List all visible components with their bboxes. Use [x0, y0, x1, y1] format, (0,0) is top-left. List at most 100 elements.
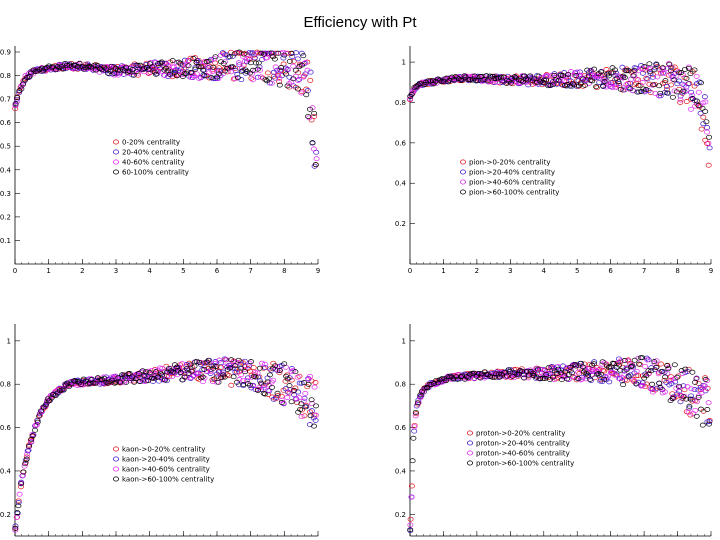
data-point	[612, 67, 618, 73]
data-point	[198, 64, 205, 70]
data-point	[294, 374, 301, 380]
data-point	[659, 65, 666, 71]
data-point	[265, 387, 272, 393]
data-point	[208, 75, 215, 81]
data-point	[244, 375, 251, 381]
data-point	[644, 76, 651, 82]
y-tick-label: 1	[402, 337, 406, 345]
y-tick-label: 0.9	[0, 49, 11, 57]
data-point	[168, 72, 175, 78]
data-point	[649, 381, 656, 387]
data-point	[238, 365, 244, 371]
data-point	[66, 384, 72, 390]
data-point	[74, 379, 81, 384]
data-point	[611, 372, 618, 378]
data-point	[45, 63, 52, 69]
data-point	[671, 64, 678, 70]
data-point	[126, 68, 133, 74]
data-point	[593, 84, 600, 90]
data-point	[284, 83, 291, 89]
data-point	[545, 365, 552, 371]
data-point	[311, 110, 318, 116]
data-point	[575, 376, 582, 382]
data-point	[695, 103, 702, 108]
data-point	[117, 379, 124, 385]
data-point	[181, 374, 188, 380]
data-point	[150, 375, 157, 381]
data-point	[16, 88, 23, 94]
data-point	[449, 74, 456, 80]
data-point	[228, 382, 235, 388]
data-point	[689, 96, 696, 102]
data-point	[537, 367, 544, 373]
data-point	[278, 397, 285, 403]
data-point	[278, 65, 285, 70]
data-point	[689, 369, 696, 375]
data-point	[221, 374, 228, 380]
data-point	[71, 378, 78, 384]
data-point	[135, 371, 142, 376]
data-point	[133, 68, 140, 74]
data-point	[407, 516, 414, 522]
data-point	[154, 69, 161, 75]
data-point	[255, 60, 262, 66]
data-point	[669, 396, 676, 401]
data-point	[149, 64, 156, 70]
data-point	[34, 419, 41, 425]
data-point	[664, 65, 671, 71]
data-point	[123, 64, 130, 70]
data-point	[555, 366, 562, 372]
data-point	[305, 376, 312, 382]
data-point	[188, 69, 195, 75]
data-point	[266, 388, 273, 394]
data-point	[292, 369, 299, 375]
data-point	[682, 66, 688, 72]
data-point	[12, 527, 19, 533]
data-point	[157, 60, 164, 66]
data-point	[481, 369, 488, 375]
data-point	[270, 50, 277, 56]
data-point	[167, 369, 174, 375]
data-point	[705, 140, 712, 146]
data-point	[276, 368, 283, 373]
data-point	[681, 393, 688, 399]
legend-entry: kaon->60-100% centrality	[122, 476, 214, 484]
legend-marker	[113, 149, 120, 155]
data-point	[290, 63, 297, 69]
data-point	[256, 365, 263, 371]
data-point	[629, 363, 636, 369]
data-point	[698, 390, 705, 396]
data-point	[689, 396, 696, 402]
data-point	[215, 379, 222, 385]
data-point	[259, 57, 265, 63]
data-point	[154, 374, 161, 380]
data-point	[665, 366, 672, 372]
data-point	[286, 84, 293, 90]
data-point	[259, 360, 265, 366]
data-point	[170, 70, 177, 76]
data-point	[42, 65, 49, 71]
data-point	[297, 406, 304, 412]
data-point	[493, 371, 499, 377]
data-point	[312, 380, 319, 385]
data-point	[704, 129, 711, 135]
data-point	[623, 367, 630, 373]
data-point	[236, 382, 242, 388]
data-point	[277, 67, 284, 73]
data-point	[272, 363, 279, 369]
data-point	[305, 381, 312, 387]
data-point	[639, 80, 646, 85]
data-point	[25, 443, 32, 449]
data-point	[527, 73, 533, 79]
data-point	[654, 74, 661, 80]
data-point	[22, 461, 29, 467]
data-point	[258, 380, 265, 386]
data-point	[649, 74, 656, 80]
data-point	[303, 92, 310, 98]
data-point	[692, 407, 699, 413]
data-point	[295, 78, 302, 83]
data-point	[205, 58, 212, 64]
data-point	[78, 64, 85, 69]
data-point	[606, 379, 613, 385]
data-point	[228, 357, 235, 363]
